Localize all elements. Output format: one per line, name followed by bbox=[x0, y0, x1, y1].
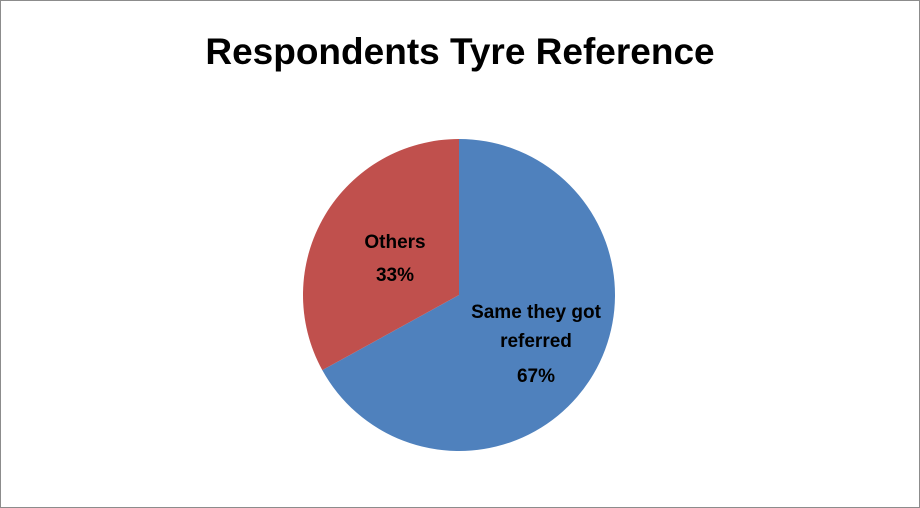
slice-percent-label: 33% bbox=[376, 265, 414, 286]
slice-label-line: Others bbox=[364, 232, 425, 253]
pie-slice-1 bbox=[322, 139, 616, 451]
slice-percent-label: 67% bbox=[517, 366, 555, 387]
pie-labels: Same they got referred 67% Others 33% bbox=[364, 232, 601, 387]
slice-label-line: Same they got bbox=[471, 302, 602, 323]
pie-slices bbox=[303, 138, 616, 451]
slice-label-line: referred bbox=[500, 331, 572, 352]
chart-title: Respondents Tyre Reference bbox=[205, 31, 715, 72]
pie-slice-2 bbox=[303, 138, 459, 371]
